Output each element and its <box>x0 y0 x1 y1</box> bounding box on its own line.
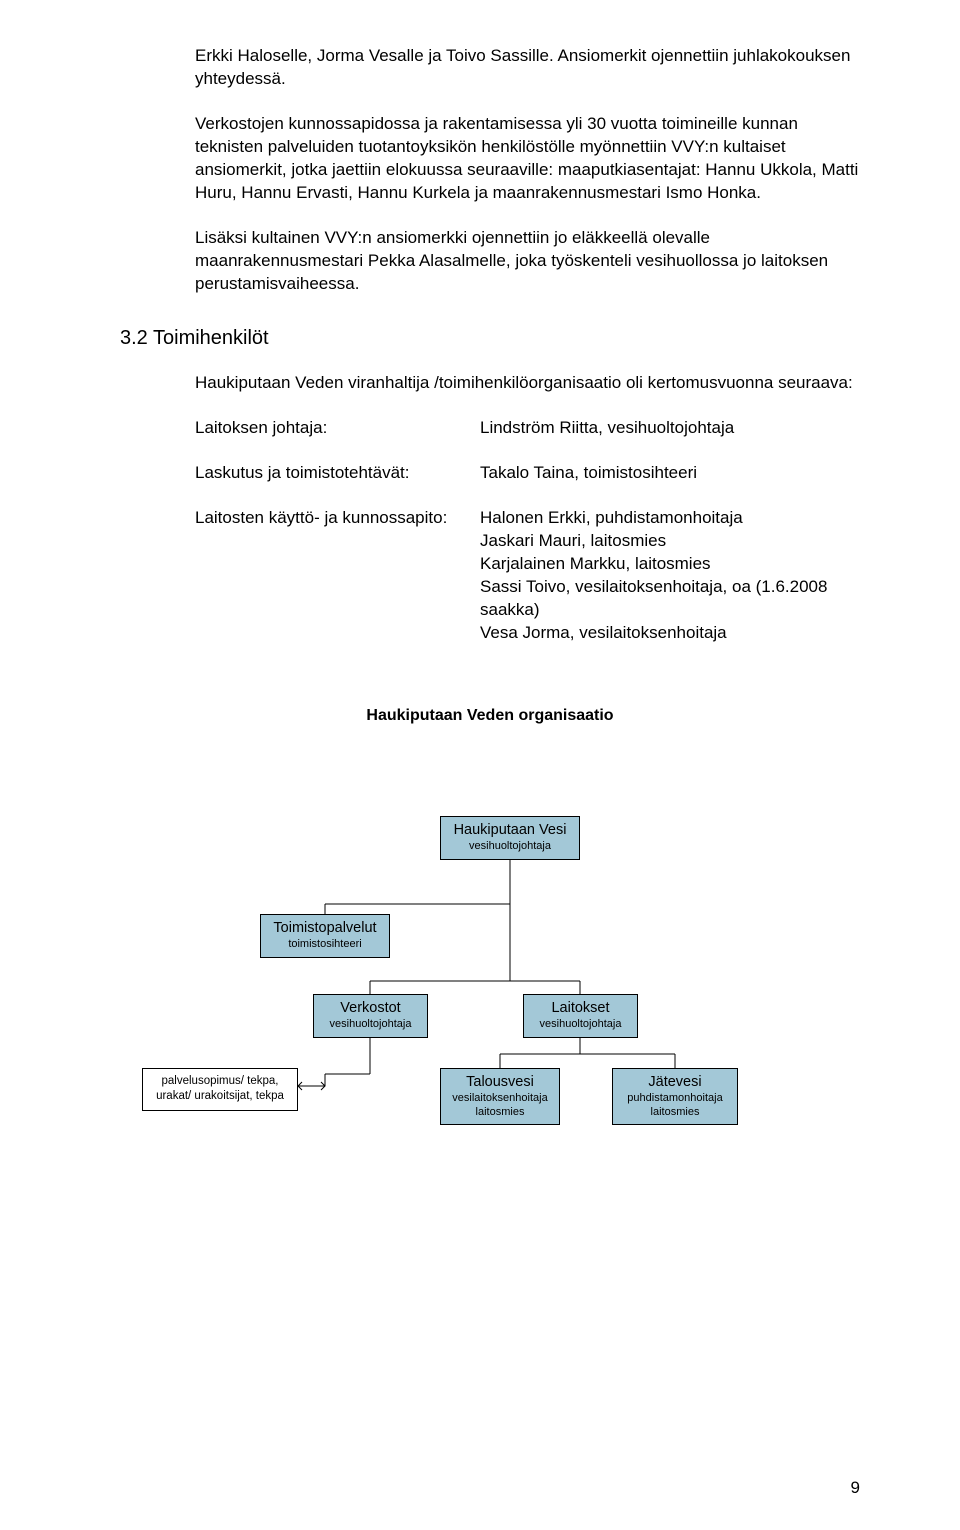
org-node-title: Toimistopalvelut <box>269 920 381 937</box>
page-number: 9 <box>851 1477 860 1500</box>
role-label-maintenance: Laitosten käyttö- ja kunnossapito: <box>195 507 480 645</box>
org-node-jatevesi: Jätevesi puhdistamonhoitaja laitosmies <box>612 1068 738 1125</box>
org-node-root: Haukiputaan Vesi vesihuoltojohtaja <box>440 816 580 859</box>
role-row: Laitosten käyttö- ja kunnossapito: Halon… <box>195 507 860 645</box>
role-value-director: Lindström Riitta, vesihuoltojohtaja <box>480 417 860 440</box>
paragraph-2: Verkostojen kunnossapidossa ja rakentami… <box>195 113 860 205</box>
org-node-sub: vesihuoltojohtaja <box>322 1018 419 1031</box>
org-node-sub: puhdistamonhoitaja <box>621 1092 729 1105</box>
role-value-billing: Takalo Taina, toimistosihteeri <box>480 462 860 485</box>
org-node-title: Talousvesi <box>449 1074 551 1091</box>
section-heading: 3.2 Toimihenkilöt <box>120 325 860 352</box>
role-table: Laitoksen johtaja: Lindström Riitta, ves… <box>195 417 860 645</box>
org-node-sub: laitosmies <box>449 1106 551 1119</box>
org-node-sub: vesilaitoksenhoitaja <box>449 1092 551 1105</box>
role-row: Laitoksen johtaja: Lindström Riitta, ves… <box>195 417 860 440</box>
org-node-title: Verkostot <box>322 1000 419 1017</box>
org-node-palvelu: palvelusopimus/ tekpa, urakat/ urakoitsi… <box>142 1068 298 1111</box>
org-node-toimisto: Toimistopalvelut toimistosihteeri <box>260 914 390 957</box>
paragraph-1: Erkki Haloselle, Jorma Vesalle ja Toivo … <box>195 45 860 91</box>
role-label-director: Laitoksen johtaja: <box>195 417 480 440</box>
org-node-laitokset: Laitokset vesihuoltojohtaja <box>523 994 638 1037</box>
org-node-sub: vesihuoltojohtaja <box>532 1018 629 1031</box>
org-chart-title: Haukiputaan Veden organisaatio <box>120 705 860 727</box>
role-row: Laskutus ja toimistotehtävät: Takalo Tai… <box>195 462 860 485</box>
role-label-billing: Laskutus ja toimistotehtävät: <box>195 462 480 485</box>
org-node-title: Haukiputaan Vesi <box>449 822 571 839</box>
org-node-talousvesi: Talousvesi vesilaitoksenhoitaja laitosmi… <box>440 1068 560 1125</box>
org-node-sub: vesihuoltojohtaja <box>449 840 571 853</box>
paragraph-4: Haukiputaan Veden viranhaltija /toimihen… <box>195 372 860 395</box>
org-node-sub: toimistosihteeri <box>269 938 381 951</box>
org-node-verkostot: Verkostot vesihuoltojohtaja <box>313 994 428 1037</box>
org-chart: Haukiputaan Vesi vesihuoltojohtaja Toimi… <box>130 816 850 1156</box>
org-node-title: Jätevesi <box>621 1074 729 1091</box>
role-value-maintenance: Halonen Erkki, puhdistamonhoitaja Jaskar… <box>480 507 860 645</box>
org-node-sub: laitosmies <box>621 1106 729 1119</box>
org-node-title: Laitokset <box>532 1000 629 1017</box>
paragraph-3: Lisäksi kultainen VVY:n ansiomerkki ojen… <box>195 227 860 296</box>
